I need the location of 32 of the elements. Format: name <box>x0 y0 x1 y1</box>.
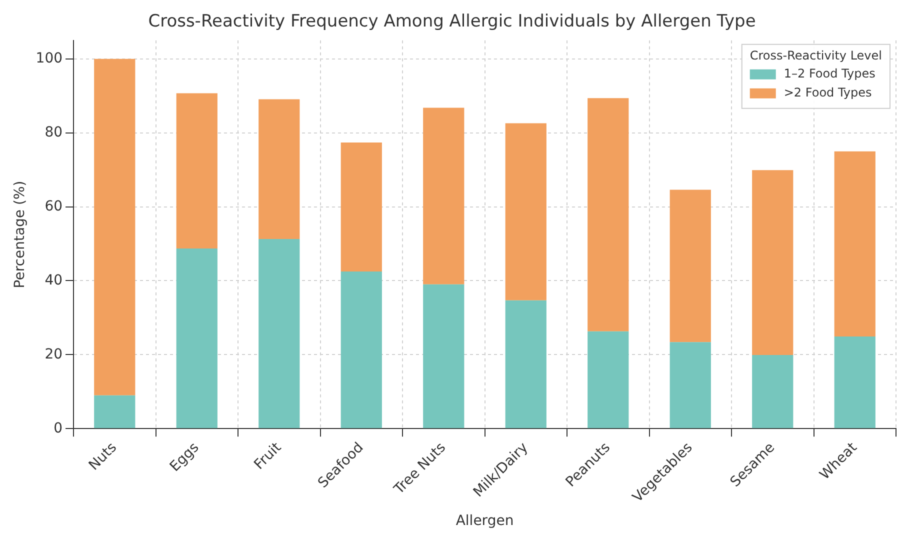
bar <box>423 108 464 284</box>
bar <box>834 336 876 428</box>
chart-title: Cross-Reactivity Frequency Among Allergic Individuals by Allergen Type <box>148 12 756 32</box>
bar <box>505 123 546 300</box>
bar <box>834 151 876 337</box>
legend-label: 1–2 Food Types <box>784 66 876 81</box>
y-tick-label: 40 <box>44 272 63 288</box>
bar <box>670 190 711 342</box>
bar <box>176 248 218 428</box>
bar <box>752 170 794 356</box>
x-axis-title: Allergen <box>456 513 514 530</box>
bar <box>340 271 382 428</box>
bar <box>258 99 300 239</box>
bar <box>340 142 382 272</box>
y-tick-label: 80 <box>44 124 63 140</box>
legend-title: Cross-Reactivity Level <box>750 48 882 63</box>
bar <box>670 342 711 428</box>
bar <box>505 300 546 428</box>
bar <box>94 58 136 396</box>
bar <box>588 331 629 428</box>
bar <box>423 284 464 428</box>
bar <box>588 98 629 332</box>
y-tick-label: 100 <box>36 50 63 67</box>
y-axis-title: Percentage (%) <box>12 180 28 288</box>
y-tick-label: 20 <box>44 346 63 362</box>
y-tick-label: 0 <box>54 420 63 436</box>
y-tick-label: 60 <box>44 198 63 214</box>
bar <box>752 355 794 428</box>
legend-label: >2 Food Types <box>784 86 872 100</box>
bar <box>176 93 218 249</box>
bar <box>94 395 136 428</box>
bar <box>258 238 300 428</box>
